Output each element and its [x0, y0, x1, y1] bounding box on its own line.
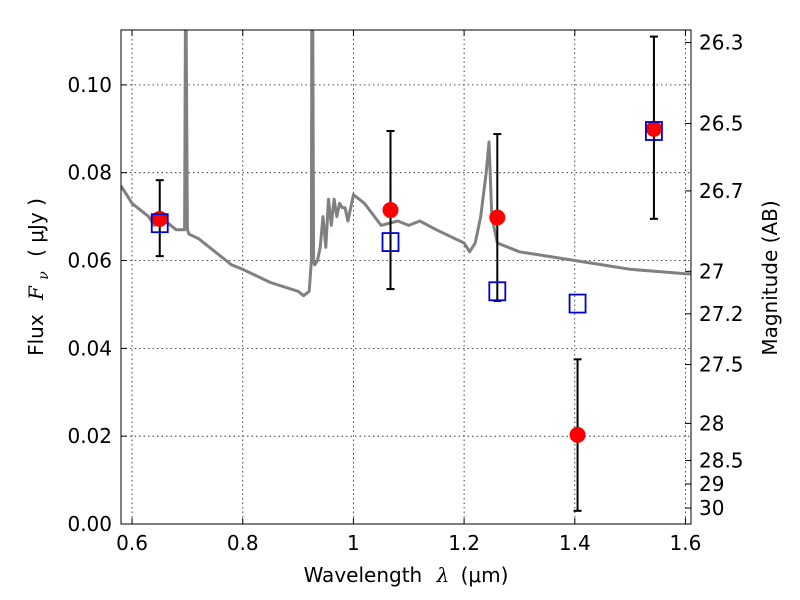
- y2-tick-label: 28.5: [699, 449, 744, 473]
- x-tick-label: 0.8: [227, 531, 259, 555]
- y-tick-label: 0.04: [67, 336, 112, 360]
- plot-frame: [120, 29, 692, 525]
- model-band-square: [488, 281, 507, 302]
- y-axis-title-subscript: ν: [36, 271, 52, 280]
- y2-tick-label: 30: [699, 496, 724, 520]
- x-tick-label: 0.6: [116, 531, 148, 555]
- y2-tick-label: 26.7: [699, 179, 744, 203]
- y-tick-label: 0.10: [67, 73, 112, 97]
- observed-point: [569, 426, 586, 443]
- y-tick-label: 0.08: [67, 161, 112, 185]
- x-tick-label: 1: [347, 531, 360, 555]
- y-tick-label: 0.02: [67, 424, 112, 448]
- model-band-square: [150, 213, 169, 234]
- model-band-square: [568, 293, 587, 314]
- observed-point: [382, 202, 399, 219]
- x-axis-title-text: Wavelength: [304, 563, 423, 587]
- x-axis-title-unit: (μm): [461, 563, 509, 587]
- y2-tick-label: 26.5: [699, 112, 744, 136]
- x-tick-label: 1.4: [559, 531, 591, 555]
- model-spectrum: [121, 30, 691, 298]
- y2-tick-label: 27.5: [699, 353, 744, 377]
- model-band-square: [645, 121, 663, 141]
- y-axis-title-unit: ( μJy ): [24, 198, 48, 257]
- observed-point: [489, 209, 506, 226]
- y-axis-title-symbol: F: [24, 285, 48, 301]
- y-tick-label: 0.00: [67, 512, 112, 536]
- x-axis-title: Wavelength λ (μm): [304, 563, 509, 587]
- y2-tick-label: 26.3: [699, 31, 744, 55]
- y2-tick-label: 28: [699, 411, 724, 435]
- x-tick-label: 1.6: [670, 531, 702, 555]
- y-axis-ticks: 0.00 0.02 0.04 0.06 0.08 0.10: [67, 73, 127, 536]
- observed-point: [645, 120, 662, 137]
- y2-tick-label: 27.2: [699, 302, 744, 326]
- x-axis-title-symbol: λ: [436, 563, 450, 587]
- y-axis-title-text: Flux: [24, 314, 48, 356]
- model-band-points: [150, 121, 663, 314]
- y-tick-label: 0.06: [67, 249, 112, 273]
- x-tick-label: 1.2: [448, 531, 480, 555]
- y-axis-title: Flux F ν ( μJy ): [24, 198, 53, 356]
- model-spectrum-line: [121, 30, 691, 298]
- x-axis-ticks: 0.6 0.8 1 1.2 1.4 1.6: [116, 30, 701, 555]
- y2-axis-title: Magnitude (AB): [758, 200, 782, 355]
- y2-tick-label: 27: [699, 259, 724, 283]
- y2-tick-label: 29: [699, 472, 724, 496]
- model-band-square: [381, 232, 400, 252]
